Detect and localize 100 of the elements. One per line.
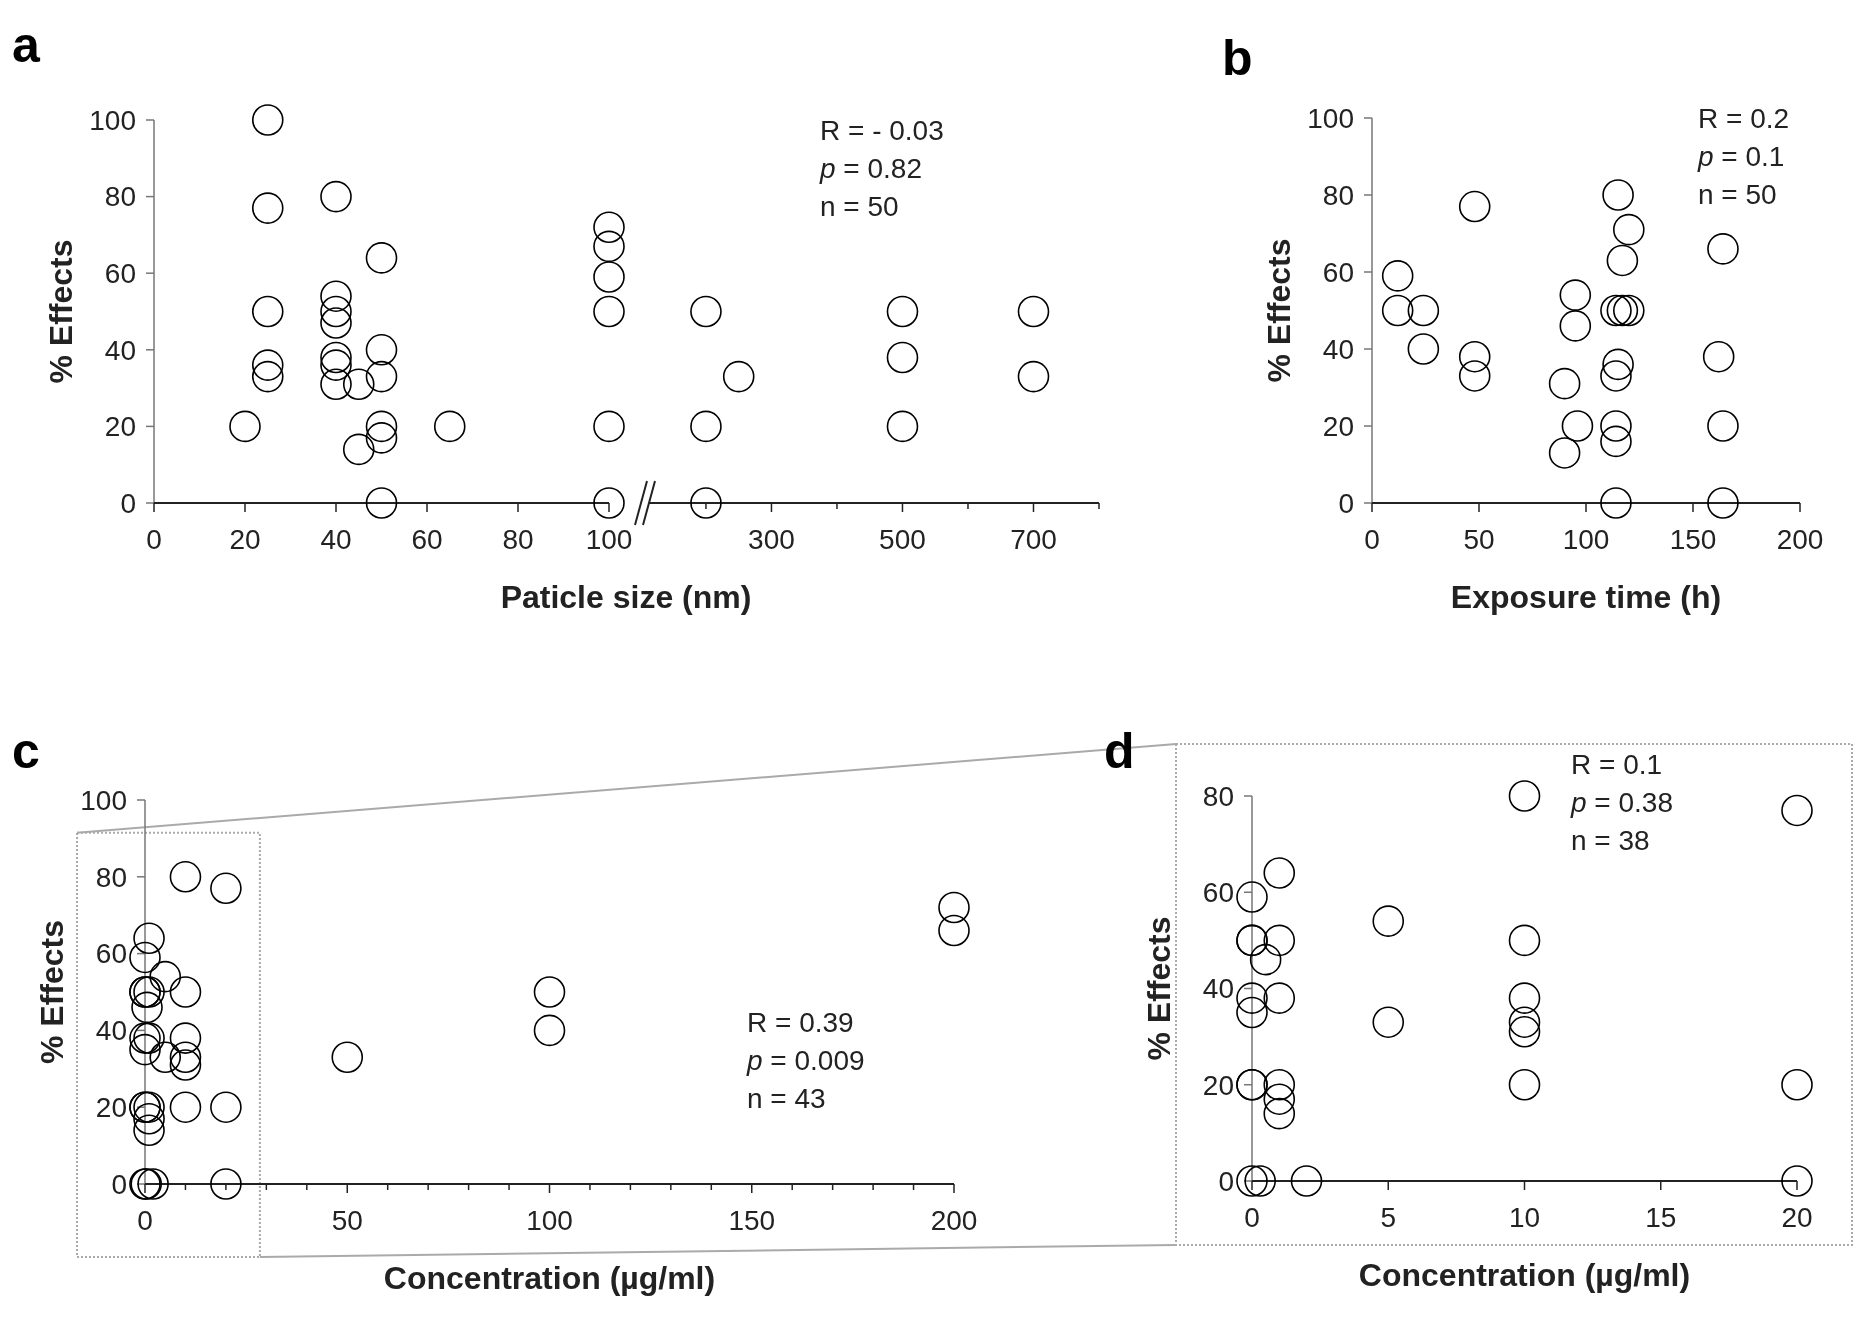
point [1381,260,1414,292]
point [938,914,970,947]
point [251,104,284,136]
point [169,976,202,1008]
annotation: n = 43 [747,1083,826,1114]
x-tick-label: 0 [146,524,162,555]
point [210,872,242,905]
point [169,1041,202,1074]
x-tick-label: 150 [1669,524,1717,555]
point [1781,794,1813,827]
x-tick-label: 0 [1364,524,1380,555]
point [1600,410,1632,442]
y-tick-label: 60 [95,938,127,970]
x-tick-label: 50 [1463,524,1495,555]
point [342,433,375,466]
point [169,861,202,893]
y-tick-label: 60 [1202,877,1234,909]
point [886,410,919,443]
x-tick-label: 100 [526,1205,573,1236]
x-axis-title: Paticle size (nm) [500,579,752,615]
point [593,410,625,443]
point [1263,1068,1296,1101]
point [1548,367,1581,400]
y-tick-label: 0 [120,487,136,519]
x-tick-label: 80 [502,524,534,555]
point [1559,279,1592,311]
annotation: p = 0.009 [746,1045,865,1076]
point [365,410,398,443]
x-tick-label: 20 [229,524,261,555]
point [1781,1068,1813,1101]
point [1372,1006,1405,1038]
point [169,1049,202,1081]
y-axis-title: % Effects [1141,916,1177,1061]
point [149,960,182,993]
y-tick-label: 20 [95,1092,127,1123]
x-tick-label: 5 [1380,1202,1397,1233]
point [722,360,755,393]
y-tick-label: 80 [1322,179,1354,211]
chart-title: d [1104,723,1135,779]
point [533,1014,566,1047]
point [169,1091,202,1123]
x-tick-label: 20 [1781,1202,1813,1233]
point [1407,294,1440,327]
point [365,242,398,274]
point [1600,294,1632,327]
point [690,410,722,443]
y-tick-label: 0 [1218,1165,1234,1197]
chart-title: c [12,723,40,779]
point [1372,905,1405,937]
y-tick-label: 80 [1202,780,1234,812]
point [1263,924,1296,957]
point [1707,487,1739,519]
point [129,1033,161,1066]
point [229,410,261,443]
x-tick-label: 100 [1562,524,1610,555]
annotation: R = - 0.03 [820,115,944,146]
annotation: p = 0.82 [819,153,922,184]
point [1407,333,1440,365]
x-tick-label: 100 [585,524,633,555]
text: R = 0.1 [1571,749,1663,780]
point [690,487,722,519]
y-tick-label: 20 [104,411,136,443]
point [533,976,566,1008]
point [886,295,919,328]
point [131,991,163,1024]
point [1707,233,1739,265]
y-tick-label: 40 [104,334,136,366]
point [593,230,625,263]
point [1290,1165,1323,1197]
point [251,360,284,393]
point [210,1091,242,1123]
point [320,349,352,381]
point [1508,1006,1541,1038]
y-tick-label: 0 [111,1168,127,1200]
x-tick-label: 200 [1776,524,1824,555]
point [1236,881,1268,913]
point [365,360,398,393]
annotation: p = 0.1 [1697,141,1785,172]
y-tick-label: 60 [1322,256,1354,288]
point [1600,425,1632,458]
annotation: n = 50 [1698,179,1777,210]
x-tick-label: 10 [1508,1202,1541,1233]
point [331,1041,364,1074]
y-axis-title: % Effects [34,919,70,1065]
point [210,1168,242,1200]
y-tick-label: 40 [1322,333,1354,365]
point [1561,410,1594,442]
point [1244,1165,1276,1197]
y-tick-label: 40 [1202,973,1234,1005]
x-tick-label: 200 [930,1205,978,1236]
point [1263,1083,1296,1115]
x-tick-label: 0 [1244,1202,1260,1233]
point [1458,190,1491,223]
point [1781,1165,1813,1197]
point [1606,294,1639,327]
point [1613,294,1645,327]
y-tick-label: 80 [95,861,127,893]
point [886,341,919,374]
chart-title: a [12,17,41,73]
y-tick-label: 40 [95,1015,127,1047]
